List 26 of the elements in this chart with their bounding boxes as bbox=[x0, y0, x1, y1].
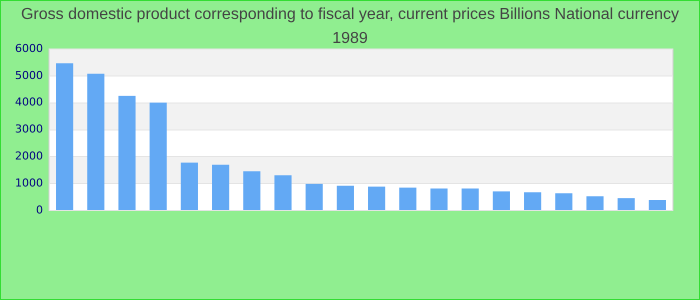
bar bbox=[212, 164, 230, 210]
bar bbox=[306, 184, 323, 210]
bar bbox=[524, 192, 542, 210]
bar bbox=[150, 102, 167, 210]
bar bbox=[336, 186, 354, 210]
bar bbox=[492, 191, 510, 210]
bar bbox=[430, 188, 448, 210]
bar bbox=[180, 162, 198, 210]
bar bbox=[399, 188, 416, 210]
bar bbox=[555, 193, 572, 210]
bar bbox=[56, 63, 74, 210]
bar bbox=[87, 74, 104, 210]
y-tick-label: 5000 bbox=[14, 68, 43, 82]
y-tick-label: 0 bbox=[36, 203, 43, 216]
bar bbox=[243, 171, 260, 210]
bar bbox=[648, 200, 666, 210]
bar bbox=[618, 198, 635, 210]
bar bbox=[118, 96, 136, 210]
y-tick-label: 1000 bbox=[14, 176, 43, 190]
bar bbox=[586, 196, 604, 210]
y-tick-label: 2000 bbox=[14, 150, 43, 163]
bar bbox=[274, 175, 292, 210]
y-tick-label: 3000 bbox=[14, 122, 43, 136]
bar bbox=[368, 186, 386, 210]
y-tick-label: 4000 bbox=[14, 96, 43, 109]
bar bbox=[462, 188, 479, 210]
